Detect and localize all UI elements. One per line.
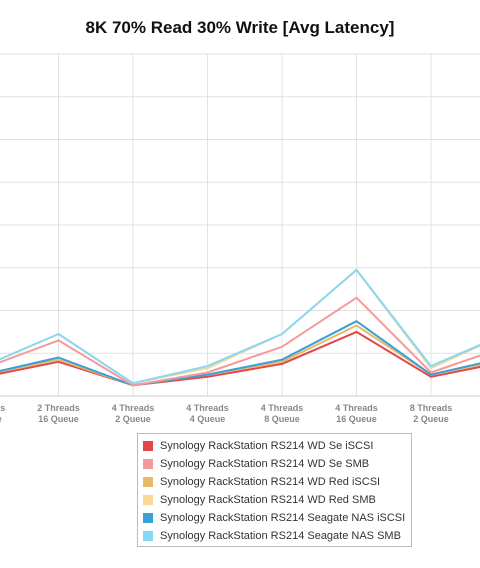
series-line-6: [0, 268, 480, 385]
legend-label: Synology RackStation RS214 Seagate NAS i…: [160, 512, 406, 524]
legend-item[interactable]: Synology RackStation RS214 WD Red iSCSI: [143, 473, 411, 491]
legend-label: Synology RackStation RS214 Seagate NAS S…: [160, 530, 401, 542]
x-tick-label: 4 Threads 16 Queue: [335, 403, 378, 424]
series-lines: [0, 268, 480, 387]
legend-item[interactable]: Synology RackStation RS214 WD Se iSCSI: [143, 437, 411, 455]
x-tick-label: 4 Threads 4 Queue: [186, 403, 229, 424]
legend-item[interactable]: Synology RackStation RS214 WD Red SMB: [143, 491, 411, 509]
series-line-5: [0, 320, 480, 387]
legend-label: Synology RackStation RS214 WD Se SMB: [160, 458, 370, 470]
legend-swatch: [143, 495, 153, 505]
legend-label: Synology RackStation RS214 WD Red SMB: [160, 494, 376, 506]
chart-title: 8K 70% Read 30% Write [Avg Latency]: [85, 18, 395, 37]
x-tick-label: 4 Threads 8 Queue: [261, 403, 304, 424]
legend-swatch: [143, 513, 153, 523]
x-tick-label: 8 Threads 2 Queue: [410, 403, 453, 424]
legend-item[interactable]: Synology RackStation RS214 Seagate NAS i…: [143, 509, 411, 527]
grid: [0, 53, 480, 397]
legend-label: Synology RackStation RS214 WD Red iSCSI: [160, 476, 381, 488]
legend-item[interactable]: Synology RackStation RS214 WD Se SMB: [143, 455, 411, 473]
legend-swatch: [143, 441, 153, 451]
legend: Synology RackStation RS214 WD Se iSCSI Sy…: [137, 433, 412, 547]
legend-swatch: [143, 477, 153, 487]
legend-swatch: [143, 459, 153, 469]
series-line-2: [0, 296, 480, 387]
x-tick-label: 4 Threads 2 Queue: [112, 403, 155, 424]
legend-item[interactable]: Synology RackStation RS214 Seagate NAS S…: [143, 527, 411, 545]
x-tick-label: 2 Threads 16 Queue: [37, 403, 80, 424]
legend-label: Synology RackStation RS214 WD Se iSCSI: [160, 440, 374, 452]
legend-swatch: [143, 531, 153, 541]
